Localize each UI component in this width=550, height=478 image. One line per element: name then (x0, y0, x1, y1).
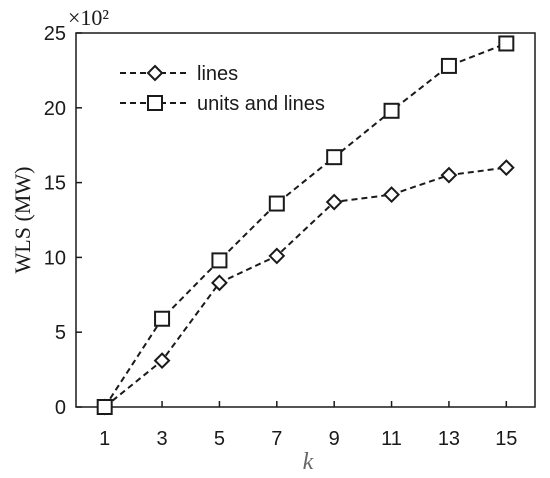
data-point-units-and-lines (440, 57, 457, 74)
x-tick-label: 9 (329, 428, 340, 450)
y-tick-label: 5 (55, 322, 66, 344)
x-tick-label: 15 (495, 428, 517, 450)
data-point-lines (325, 193, 343, 211)
x-tick-label: 7 (271, 428, 282, 450)
data-point-lines (153, 352, 171, 370)
data-point-lines (268, 247, 286, 265)
x-tick-label: 11 (381, 428, 402, 450)
series-line-lines (104, 166, 507, 408)
data-point-units-and-lines (498, 35, 515, 52)
x-axis-ticks: 1 3 5 7 9 11 13 15 (99, 401, 517, 450)
legend: lines units and lines (120, 63, 325, 115)
data-point-lines (383, 186, 400, 203)
legend-diamond-icon (146, 64, 164, 82)
x-axis-title: k (303, 449, 314, 475)
data-point-lines (497, 159, 515, 177)
legend-square-icon (147, 95, 163, 111)
y-tick-label: 15 (44, 173, 66, 195)
x-tick-label: 5 (214, 428, 225, 450)
data-point-units-and-lines (383, 102, 400, 119)
data-point-lines (211, 274, 228, 292)
data-point-units-and-lines (268, 195, 285, 212)
data-point-lines (440, 166, 458, 184)
y-axis-ticks: 0 5 10 15 20 25 (44, 23, 82, 419)
legend-label-lines: lines (197, 63, 238, 85)
series-line-units-and-lines (103, 42, 507, 408)
legend-label-units-and-lines: units and lines (197, 93, 325, 115)
data-point-units-and-lines (154, 310, 171, 327)
y-axis-multiplier: ×10² (68, 5, 109, 30)
plot-frame (75, 32, 536, 408)
x-tick-label: 1 (99, 428, 110, 450)
series-layer (96, 35, 515, 416)
y-tick-label: 10 (44, 247, 66, 269)
y-axis-title: WLS (MW) (10, 167, 35, 274)
x-tick-label: 13 (438, 428, 460, 450)
y-tick-label: 20 (44, 98, 66, 120)
data-point-units-and-lines (96, 399, 113, 415)
data-point-units-and-lines (211, 252, 228, 269)
data-point-units-and-lines (326, 149, 343, 166)
x-tick-label: 3 (157, 428, 168, 450)
y-tick-label: 0 (55, 397, 66, 419)
y-tick-label: 25 (44, 23, 66, 45)
